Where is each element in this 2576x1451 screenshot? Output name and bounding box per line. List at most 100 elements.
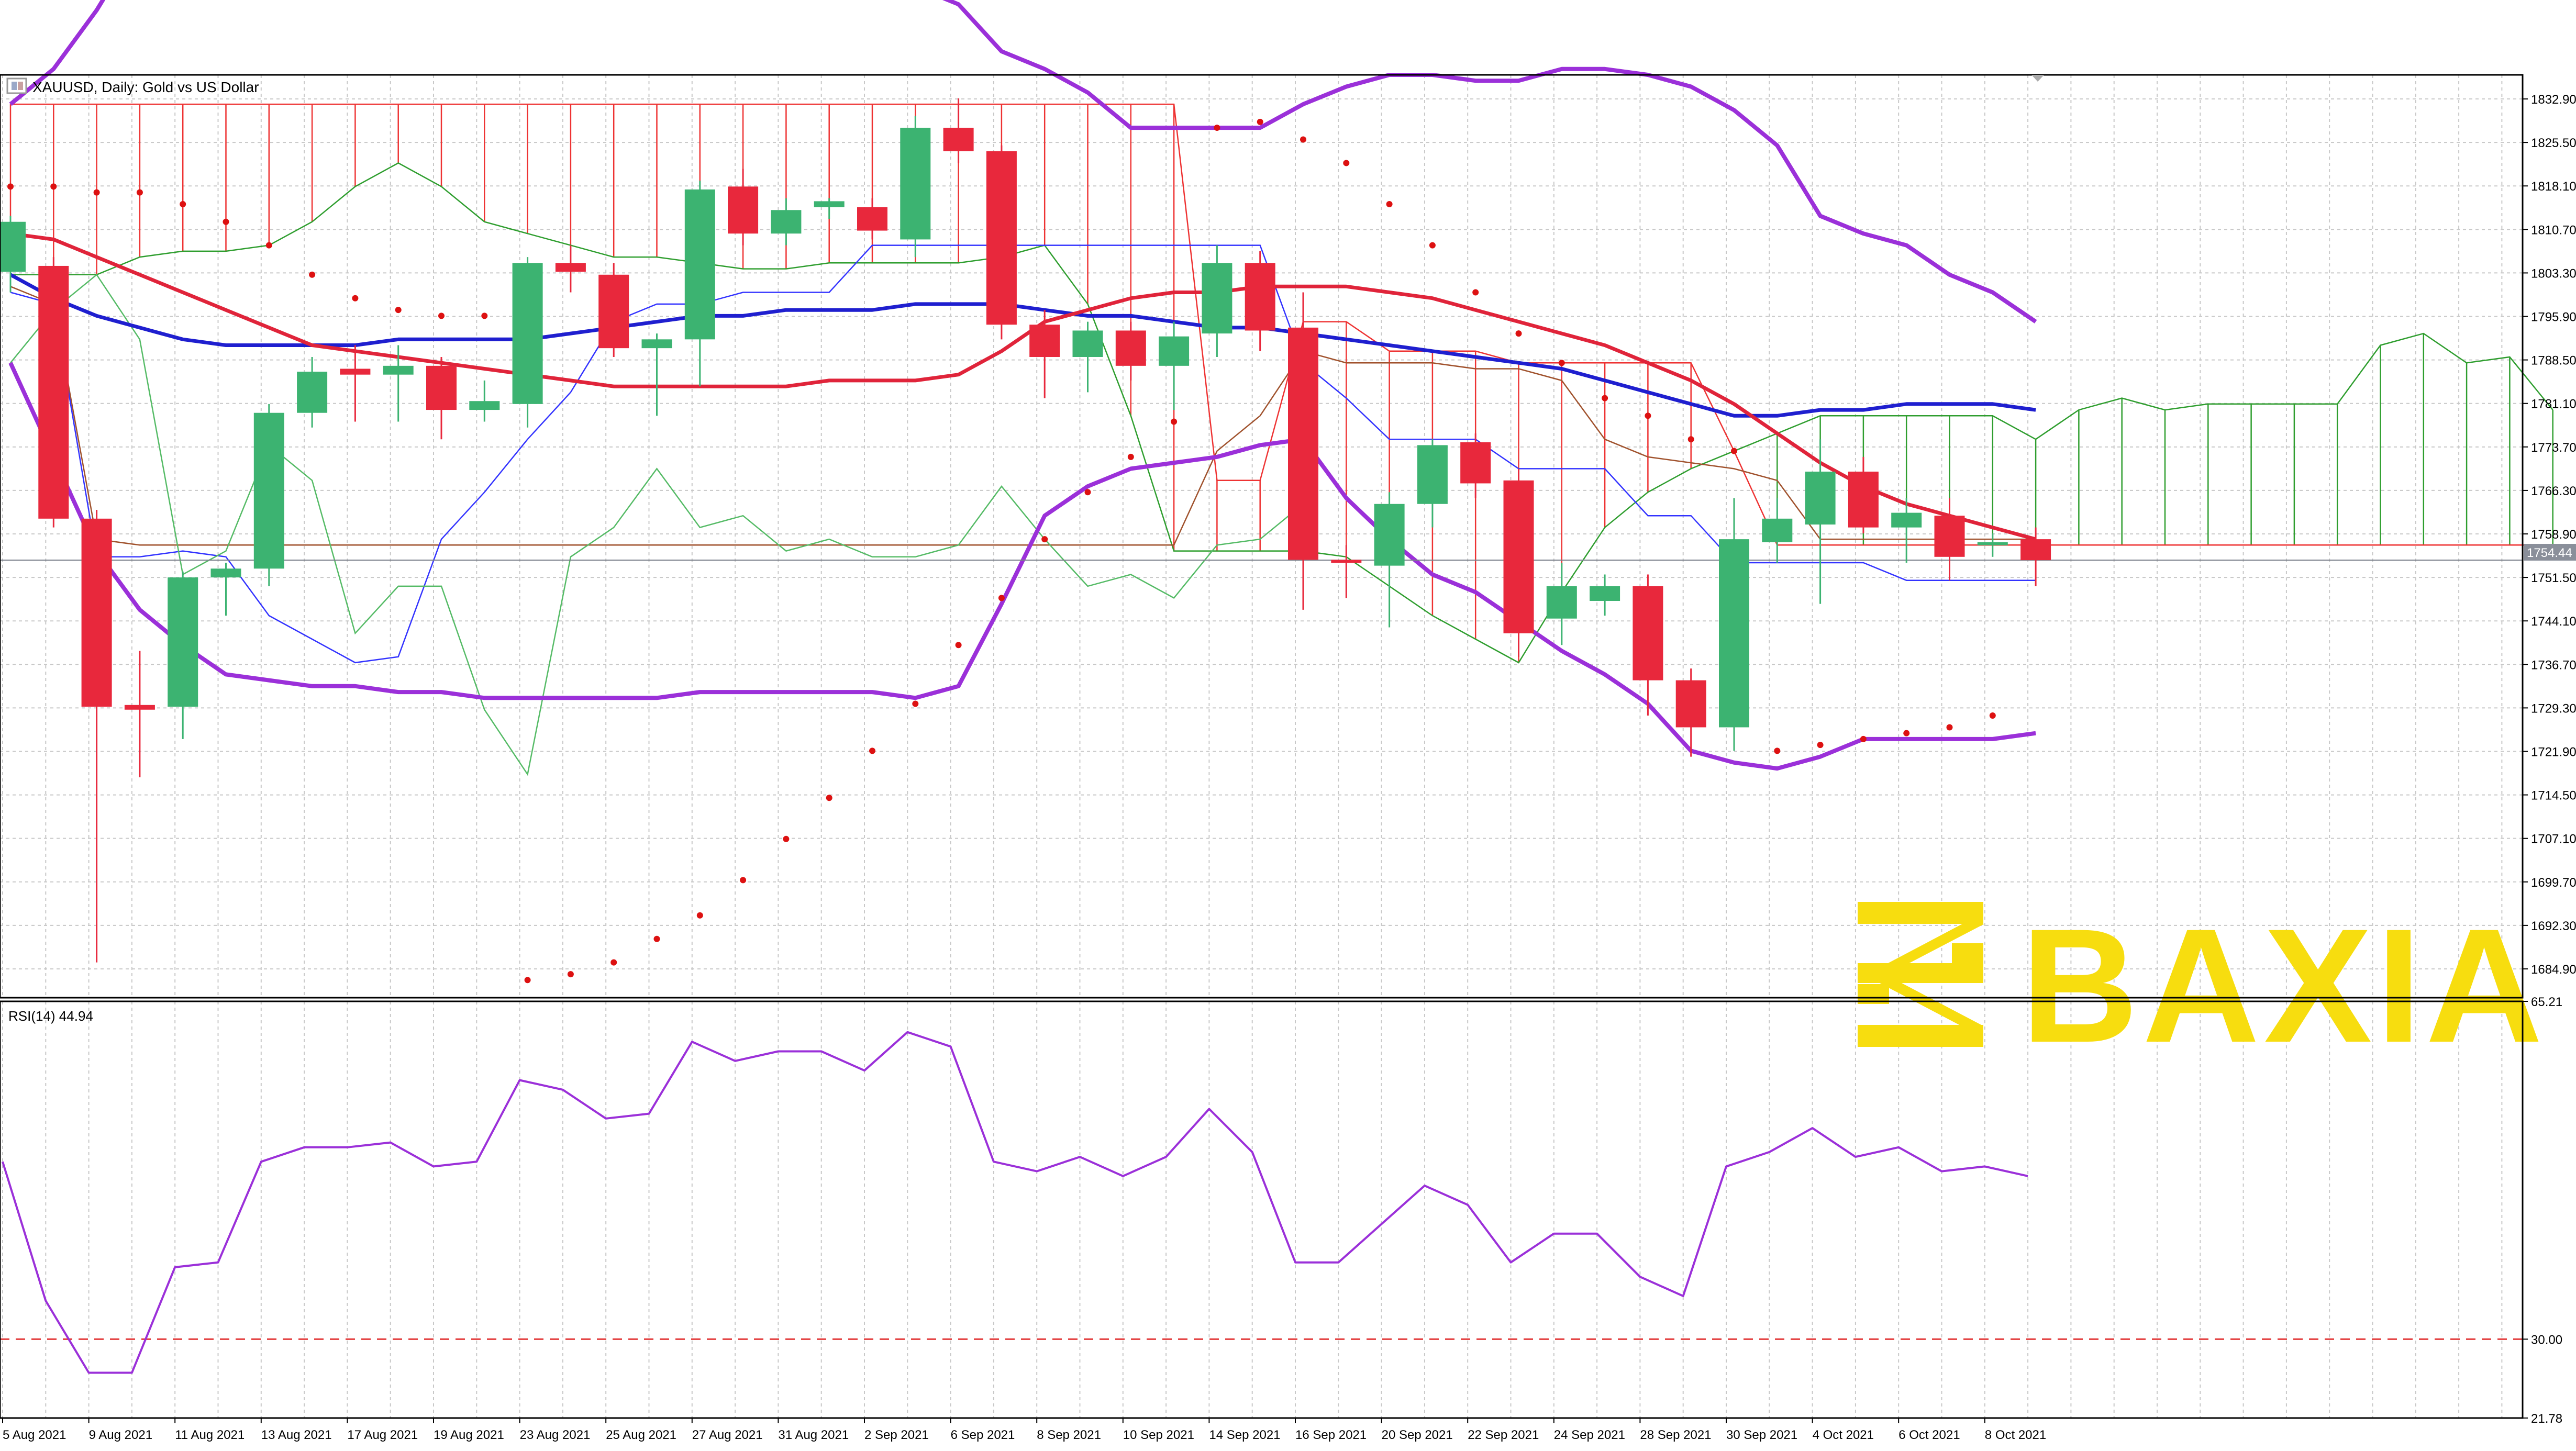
candle-body-bullish: [641, 339, 672, 349]
psar-dot: [1645, 412, 1651, 419]
price-tick-label: 1788.50: [2531, 354, 2576, 368]
candle-body-bullish: [1374, 504, 1405, 566]
psar-dot: [1257, 118, 1263, 125]
baxia-watermark-text: BAXIA: [2021, 895, 2547, 1076]
chart-shift-marker-icon[interactable]: [2031, 75, 2044, 82]
main-panel-background: [0, 75, 2523, 998]
psar-dot: [136, 189, 143, 196]
time-tick-label: 20 Sep 2021: [1382, 1428, 1453, 1442]
candle-body-bearish: [1934, 516, 1965, 557]
baxia-watermark: BAXIA: [1858, 895, 2547, 1076]
price-tick-label: 1729.30: [2531, 701, 2576, 716]
candle-body-bearish: [943, 128, 974, 151]
psar-dot: [93, 189, 100, 196]
psar-dot: [1731, 448, 1737, 454]
current-price-tag-text: 1754.44: [2527, 546, 2572, 560]
chikou-span-line: [10, 273, 1304, 776]
candle-body-bullish: [512, 263, 543, 404]
candle-body-bearish: [1848, 471, 1879, 528]
price-tick-label: 1803.30: [2531, 266, 2576, 281]
candle-body-bullish: [900, 128, 931, 240]
psar-dot: [1472, 289, 1479, 296]
candle-body-bearish: [598, 274, 629, 349]
candle-body-bullish: [469, 401, 500, 410]
current-price-tag-bg: [2524, 544, 2576, 561]
candlesticks: [0, 98, 2051, 963]
rsi-panel-background: [0, 1001, 2523, 1418]
psar-dot: [223, 218, 229, 225]
time-tick-label: 14 Sep 2021: [1209, 1428, 1280, 1442]
candle-body-bearish: [1288, 327, 1318, 560]
rsi-grid: [2, 1001, 2503, 1418]
chart-menu-icon-inner: [12, 82, 17, 90]
price-tick-label: 1795.90: [2531, 310, 2576, 325]
psar-dot: [7, 183, 14, 190]
time-tick-label: 2 Sep 2021: [864, 1428, 929, 1442]
psar-dot: [1687, 436, 1694, 443]
psar-dot: [1602, 395, 1608, 401]
price-tick-label: 1758.90: [2531, 528, 2576, 542]
time-tick-label: 17 Aug 2021: [347, 1428, 418, 1442]
psar-dot: [438, 312, 445, 319]
psar-dot: [1300, 136, 1306, 143]
psar-dot: [1946, 724, 1953, 731]
price-axis: 1832.90 1825.50 1818.10 1810.70 1803.30 1795.…: [2523, 93, 2576, 977]
psar-dot: [912, 700, 919, 707]
psar-dot: [1214, 125, 1220, 131]
time-tick-label: 23 Aug 2021: [520, 1428, 591, 1442]
time-tick-label: 28 Sep 2021: [1640, 1428, 1711, 1442]
price-tick-label: 1773.70: [2531, 441, 2576, 455]
time-tick-label: 8 Sep 2021: [1037, 1428, 1101, 1442]
candle-body-bearish: [1675, 680, 1706, 728]
candle-body-bearish: [1633, 586, 1663, 680]
candle-body-bearish: [1029, 325, 1060, 358]
candle-body-bullish: [1417, 445, 1448, 504]
time-tick-label: 6 Sep 2021: [951, 1428, 1015, 1442]
time-tick-label: 22 Sep 2021: [1468, 1428, 1539, 1442]
psar-dot: [869, 747, 875, 754]
candle-body-bullish: [210, 568, 241, 578]
rsi-tick-label: 21.78: [2531, 1412, 2562, 1426]
time-tick-label: 25 Aug 2021: [606, 1428, 676, 1442]
candle-body-bullish: [1159, 336, 1190, 366]
candle-body-bullish: [1977, 542, 2008, 545]
main-grid: [0, 75, 2523, 998]
candle-body-bullish: [1762, 518, 1793, 542]
candle-body-bullish: [297, 372, 328, 413]
tenkan-sen-line: [10, 244, 2036, 664]
candle-body-bullish: [1891, 512, 1922, 528]
psar-dot: [1127, 453, 1134, 460]
price-tick-label: 1751.50: [2531, 571, 2576, 585]
time-tick-label: 24 Sep 2021: [1554, 1428, 1625, 1442]
psar-dot: [1558, 360, 1565, 366]
psar-dot: [524, 977, 531, 984]
candle-body-bullish: [1590, 586, 1620, 601]
baxia-logo-icon: [1858, 902, 1984, 1047]
time-tick-label: 5 Aug 2021: [3, 1428, 66, 1442]
price-tick-label: 1736.70: [2531, 658, 2576, 672]
time-tick-label: 11 Aug 2021: [175, 1428, 245, 1442]
candle-body-bearish: [340, 369, 371, 375]
psar-dot: [567, 971, 574, 978]
candle-body-bullish: [0, 221, 26, 272]
kijun-sen-line: [10, 286, 2036, 546]
psar-dot: [352, 295, 359, 302]
senkou-span-a-line: [10, 162, 2553, 664]
candle-body-bullish: [771, 210, 802, 234]
moving-average-fast: [10, 231, 2037, 541]
time-tick-label: 19 Aug 2021: [434, 1428, 504, 1442]
price-tick-label: 1721.90: [2531, 745, 2576, 759]
candle-body-bearish: [1331, 560, 1362, 563]
time-tick-label: 6 Oct 2021: [1898, 1428, 1960, 1442]
current-price-tag: 1754.44: [2524, 544, 2576, 561]
psar-dot: [309, 271, 316, 278]
senkou-span-b-line: [10, 103, 2553, 546]
price-tick-label: 1766.30: [2531, 484, 2576, 498]
time-axis: 5 Aug 2021 9 Aug 2021 11 Aug 2021 13 Aug 20…: [2, 1418, 2046, 1442]
candle-body-bullish: [168, 577, 198, 707]
price-tick-label: 1684.90: [2531, 963, 2576, 977]
psar-dot: [265, 242, 272, 249]
rsi-line: [2, 1031, 2028, 1374]
psar-dot: [1989, 712, 1996, 719]
indicator-lines: [0, 0, 2523, 776]
